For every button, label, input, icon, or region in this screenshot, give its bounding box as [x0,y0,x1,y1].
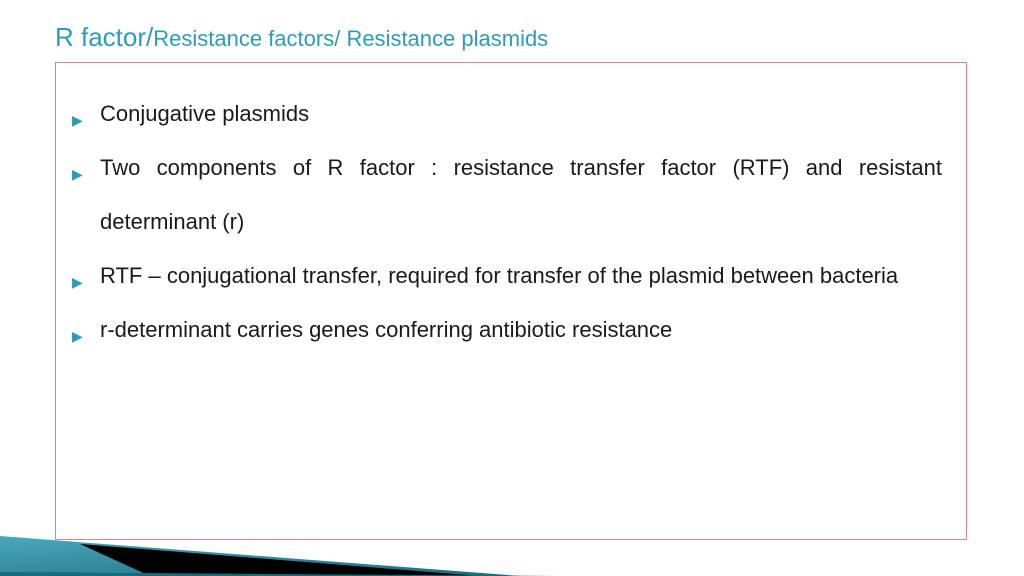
bullet-list: ▶ Conjugative plasmids ▶ Two components … [70,87,942,357]
list-item-text: Two components of R factor : resistance … [100,155,942,234]
slide: R factor/Resistance factors/ Resistance … [0,0,1024,576]
bullet-arrow-icon: ▶ [72,147,83,201]
list-item-text: RTF – conjugational transfer, required f… [100,263,898,288]
list-item-text: Conjugative plasmids [100,101,309,126]
list-item-text: r-determinant carries genes conferring a… [100,317,672,342]
title-part-b: Resistance factors/ Resistance plasmids [153,26,548,51]
content-box: ▶ Conjugative plasmids ▶ Two components … [55,62,967,540]
bullet-arrow-icon: ▶ [72,255,83,309]
bullet-arrow-icon: ▶ [72,309,83,363]
bullet-arrow-icon: ▶ [72,93,83,147]
slide-title: R factor/Resistance factors/ Resistance … [55,22,548,53]
list-item: ▶ Two components of R factor : resistanc… [70,141,942,249]
list-item: ▶ Conjugative plasmids [70,87,942,141]
title-part-a: R factor/ [55,22,153,52]
list-item: ▶ r-determinant carries genes conferring… [70,303,942,357]
list-item: ▶ RTF – conjugational transfer, required… [70,249,942,303]
